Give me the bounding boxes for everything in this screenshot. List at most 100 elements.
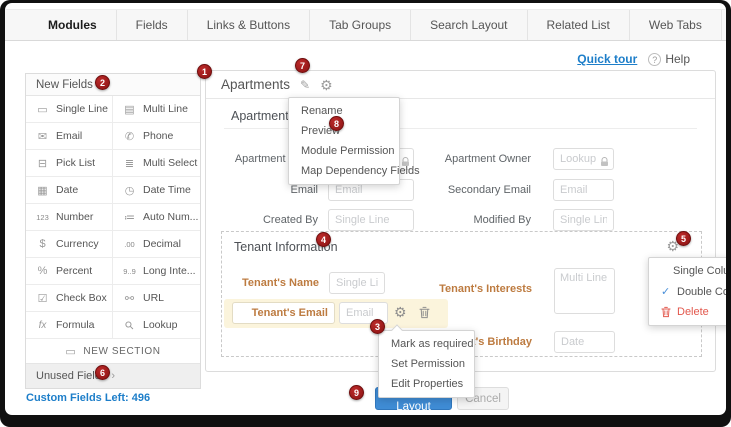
menu-item-single-column[interactable]: Single Column	[673, 265, 726, 277]
single-line-icon: ▭	[37, 103, 48, 116]
custom-fields-left-counter: Custom Fields Left: 496	[26, 392, 151, 404]
quick-tour-link[interactable]: Quick tour	[577, 52, 638, 66]
field-label-tenants-interests: Tenant's Interests	[439, 283, 532, 295]
menu-item-module-permission[interactable]: Module Permission	[301, 145, 395, 157]
field-type-formula[interactable]: fx Formula	[26, 312, 113, 339]
new-fields-label: New Fields	[36, 78, 93, 91]
tab-tab-groups[interactable]: Tab Groups	[310, 10, 412, 40]
tab-links-buttons[interactable]: Links & Buttons	[188, 10, 311, 40]
tab-search-layout[interactable]: Search Layout	[411, 10, 528, 40]
percent-icon: %	[37, 265, 48, 277]
field-type-decimal[interactable]: .00 Decimal	[113, 231, 200, 258]
module-gear-icon[interactable]: ⚙	[320, 76, 333, 93]
field-type-lookup[interactable]: ⚲ Lookup	[113, 312, 200, 339]
multi-select-icon: ≣	[124, 157, 135, 170]
field-type-multi-line[interactable]: ▤ Multi Line	[113, 96, 200, 123]
tab-related-list[interactable]: Related List	[528, 10, 630, 40]
tab-web-tabs[interactable]: Web Tabs	[630, 10, 722, 40]
annotation-badge-3: 3	[370, 319, 385, 334]
field-type-pick-list[interactable]: ⊟ Pick List	[26, 150, 113, 177]
field-input-secondary-email[interactable]	[553, 179, 614, 201]
menu-item-preview[interactable]: Preview	[301, 125, 341, 137]
new-fields-header[interactable]: New Fields ⌄	[26, 74, 200, 96]
module-header: Apartments ✎ ⚙	[206, 71, 715, 99]
new-section-icon: ▭	[65, 345, 77, 358]
field-label-secondary-email: Secondary Email	[447, 184, 531, 196]
field-gear-icon[interactable]: ⚙	[394, 304, 407, 320]
menu-item-rename[interactable]: Rename	[301, 105, 343, 117]
date-icon: ▦	[37, 184, 48, 197]
pick-list-icon: ⊟	[37, 157, 48, 170]
field-type-long-integer[interactable]: 9..9 Long Inte...	[113, 258, 200, 285]
section-title-tenant-information: Tenant Information	[234, 240, 338, 254]
selected-field-row[interactable]: Tenant's Email ⚙	[224, 299, 448, 328]
menu-item-edit-properties[interactable]: Edit Properties	[391, 378, 464, 390]
menu-item-double-column[interactable]: ✓ Double Column	[661, 285, 726, 299]
menu-item-delete[interactable]: Delete	[649, 302, 726, 322]
field-input-tenants-name[interactable]	[329, 272, 385, 294]
field-type-number[interactable]: 123 Number	[26, 204, 113, 231]
annotation-badge-9: 9	[349, 385, 364, 400]
field-type-multi-select[interactable]: ≣ Multi Select	[113, 150, 200, 177]
email-icon: ✉	[37, 130, 48, 143]
field-type-grid: ▭ Single Line ▤ Multi Line ✉ Email ✆ Phone ⊟…	[26, 96, 200, 339]
annotation-badge-4: 4	[316, 232, 331, 247]
phone-icon: ✆	[124, 130, 135, 143]
field-settings-menu: Mark as required Set Permission Edit Pro…	[378, 324, 475, 398]
annotation-badge-7: 7	[295, 58, 310, 73]
help-link[interactable]: ? Help	[648, 52, 690, 66]
menu-item-map-dependency-fields[interactable]: Map Dependency Fields	[301, 165, 420, 177]
tab-custom-view-settings[interactable]: Custom View Settings	[722, 10, 726, 40]
menu-item-set-permission[interactable]: Set Permission	[391, 358, 465, 370]
long-integer-icon: 9..9	[123, 266, 136, 276]
auto-number-icon: ≔	[124, 211, 135, 224]
field-type-single-line[interactable]: ▭ Single Line	[26, 96, 113, 123]
formula-icon: fx	[38, 319, 47, 331]
section-divider	[224, 128, 697, 129]
field-input-modified-by[interactable]	[553, 209, 614, 231]
field-label-modified-by: Modified By	[473, 214, 531, 226]
tab-fields[interactable]: Fields	[117, 10, 188, 40]
field-input-apartment-owner[interactable]	[553, 148, 614, 170]
help-icon: ?	[648, 52, 662, 66]
decimal-icon: .00	[124, 239, 135, 249]
toolbar-right: Quick tour ? Help	[577, 52, 690, 66]
field-input-tenants-birthday[interactable]	[554, 331, 615, 353]
field-label-created-by: Created By	[262, 214, 318, 226]
new-section-label: NEW SECTION	[83, 345, 161, 357]
screen: Modules Fields Links & Buttons Tab Group…	[5, 3, 726, 415]
field-type-percent[interactable]: % Percent	[26, 258, 113, 285]
field-type-date[interactable]: ▦ Date	[26, 177, 113, 204]
unused-fields-label: Unused Fields	[36, 370, 107, 382]
lookup-icon: ⚲	[122, 318, 137, 333]
field-type-email[interactable]: ✉ Email	[26, 123, 113, 150]
field-type-url[interactable]: ⚯ URL	[113, 285, 200, 312]
date-time-icon: ◷	[124, 184, 135, 197]
annotation-badge-2: 2	[95, 75, 110, 90]
check-box-icon: ☑	[37, 292, 48, 305]
tab-modules[interactable]: Modules	[29, 10, 117, 40]
field-input-created-by[interactable]	[328, 209, 414, 231]
field-type-auto-number[interactable]: ≔ Auto Num...	[113, 204, 200, 231]
annotation-badge-5: 5	[676, 231, 691, 246]
field-label-tenants-email[interactable]: Tenant's Email	[232, 302, 335, 324]
annotation-badge-6: 6	[95, 365, 110, 380]
field-type-phone[interactable]: ✆ Phone	[113, 123, 200, 150]
new-section-button[interactable]: ▭ NEW SECTION	[26, 339, 200, 364]
field-trash-icon[interactable]	[419, 306, 430, 324]
check-icon: ✓	[661, 286, 671, 298]
field-type-check-box[interactable]: ☑ Check Box	[26, 285, 113, 312]
unused-fields-button[interactable]: Unused Fields ›	[26, 364, 200, 388]
multi-line-icon: ▤	[124, 103, 135, 116]
section-settings-menu: Single Column ✓ Double Column Delete	[648, 257, 726, 326]
section-gear-icon[interactable]: ⚙	[666, 238, 679, 254]
edit-pencil-icon[interactable]: ✎	[300, 77, 311, 92]
chevron-right-icon: ›	[111, 370, 115, 382]
field-type-date-time[interactable]: ◷ Date Time	[113, 177, 200, 204]
field-type-currency[interactable]: $ Currency	[26, 231, 113, 258]
number-icon: 123	[36, 212, 49, 222]
field-input-tenants-interests[interactable]	[554, 268, 615, 314]
field-label-email: Email	[290, 184, 318, 196]
field-input-tenants-email[interactable]	[339, 302, 388, 324]
menu-item-mark-as-required[interactable]: Mark as required	[391, 338, 474, 350]
